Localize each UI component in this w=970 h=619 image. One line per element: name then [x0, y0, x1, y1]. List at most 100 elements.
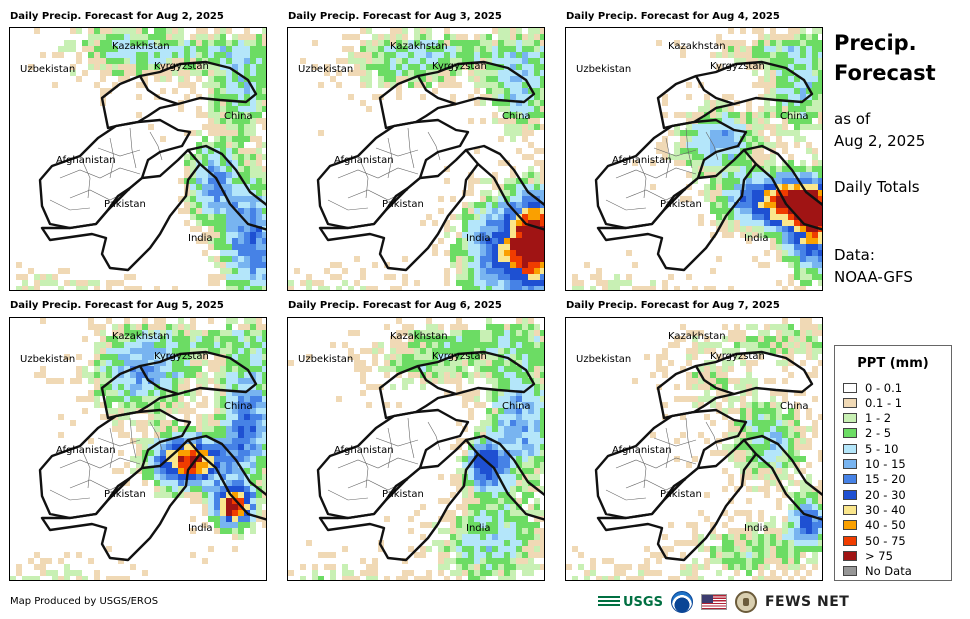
precip-cell	[220, 40, 226, 46]
precip-cell	[752, 420, 758, 426]
precip-cell	[480, 570, 486, 576]
precip-cell	[232, 52, 238, 58]
precip-cell	[384, 40, 390, 46]
precip-cell	[360, 366, 366, 372]
precip-cell	[504, 432, 510, 438]
precip-cell	[256, 172, 262, 178]
precip-cell	[534, 268, 540, 274]
precip-cell	[202, 450, 208, 456]
precip-cell	[680, 336, 686, 342]
precip-cell	[758, 106, 764, 112]
precip-cell	[480, 82, 486, 88]
precip-cell	[256, 34, 262, 40]
precip-cell	[698, 546, 704, 552]
precip-cell	[250, 414, 256, 420]
precip-cell	[818, 348, 822, 354]
precip-cell	[722, 46, 728, 52]
country-border	[318, 148, 480, 272]
precip-cell	[94, 366, 100, 372]
precip-cell	[238, 342, 244, 348]
precip-cell	[88, 280, 94, 286]
precip-cell	[414, 372, 420, 378]
precip-cell	[638, 564, 644, 570]
precip-cell	[462, 58, 468, 64]
precip-cell	[752, 70, 758, 76]
precip-cell	[668, 546, 674, 552]
precip-cell	[402, 46, 408, 52]
legend-label: 10 - 15	[865, 457, 906, 471]
precip-cell	[196, 202, 202, 208]
precip-cell	[794, 88, 800, 94]
precip-cell	[752, 540, 758, 546]
precip-cell	[534, 348, 540, 354]
precip-cell	[722, 510, 728, 516]
precip-cell	[462, 256, 468, 262]
precip-cell	[16, 286, 22, 290]
precip-cell	[202, 208, 208, 214]
precip-cell	[226, 52, 232, 58]
precip-cell	[238, 202, 244, 208]
precip-cell	[776, 40, 782, 46]
precip-cell	[722, 534, 728, 540]
precip-cell	[34, 274, 40, 280]
precip-cell	[166, 70, 172, 76]
precip-cell	[794, 498, 800, 504]
precip-cell	[184, 220, 190, 226]
precip-cell	[806, 268, 812, 274]
precip-cell	[800, 136, 806, 142]
precip-cell	[504, 372, 510, 378]
precip-cell	[492, 112, 498, 118]
precip-cell	[740, 558, 746, 564]
precip-cell	[740, 112, 746, 118]
precip-cell	[456, 516, 462, 522]
precip-cell	[262, 250, 266, 256]
precip-cell	[758, 420, 764, 426]
precip-cell	[764, 142, 770, 148]
precip-cell	[190, 160, 196, 166]
precip-cell	[578, 564, 584, 570]
precip-cell	[788, 474, 794, 480]
precip-cell	[214, 528, 220, 534]
province-boundary	[665, 427, 671, 469]
precip-cell	[226, 324, 232, 330]
precip-cell	[214, 330, 220, 336]
precip-cell	[722, 202, 728, 208]
precip-cell	[160, 390, 166, 396]
precip-cell	[800, 250, 806, 256]
precip-cell	[770, 516, 776, 522]
precip-cell	[486, 390, 492, 396]
precip-cell	[214, 348, 220, 354]
precip-cell	[390, 354, 396, 360]
precip-cell	[190, 366, 196, 372]
precip-cell	[752, 130, 758, 136]
precip-cell	[516, 510, 522, 516]
precip-cell	[504, 390, 510, 396]
precip-cell	[722, 366, 728, 372]
precip-cell	[372, 348, 378, 354]
precip-cell	[758, 342, 764, 348]
precip-cell	[818, 528, 822, 534]
legend-swatch	[843, 520, 857, 531]
precip-cell	[184, 130, 190, 136]
precip-cell	[142, 70, 148, 76]
precip-cell	[686, 94, 692, 100]
precip-cell	[136, 402, 142, 408]
precip-cell	[698, 396, 704, 402]
precip-cell	[354, 366, 360, 372]
precip-cell	[692, 456, 698, 462]
precip-cell	[504, 94, 510, 100]
precip-cell	[148, 438, 154, 444]
precip-cell	[806, 414, 812, 420]
precip-cell	[444, 576, 450, 580]
precip-cell	[378, 58, 384, 64]
precip-cell	[474, 286, 480, 290]
precip-cell	[752, 528, 758, 534]
precip-cell	[498, 82, 504, 88]
precip-cell	[124, 402, 130, 408]
precip-cell	[680, 414, 686, 420]
precip-cell	[196, 142, 202, 148]
precip-cell	[788, 160, 794, 166]
precip-cell	[462, 528, 468, 534]
precip-cell	[330, 552, 336, 558]
precip-cell	[196, 220, 202, 226]
